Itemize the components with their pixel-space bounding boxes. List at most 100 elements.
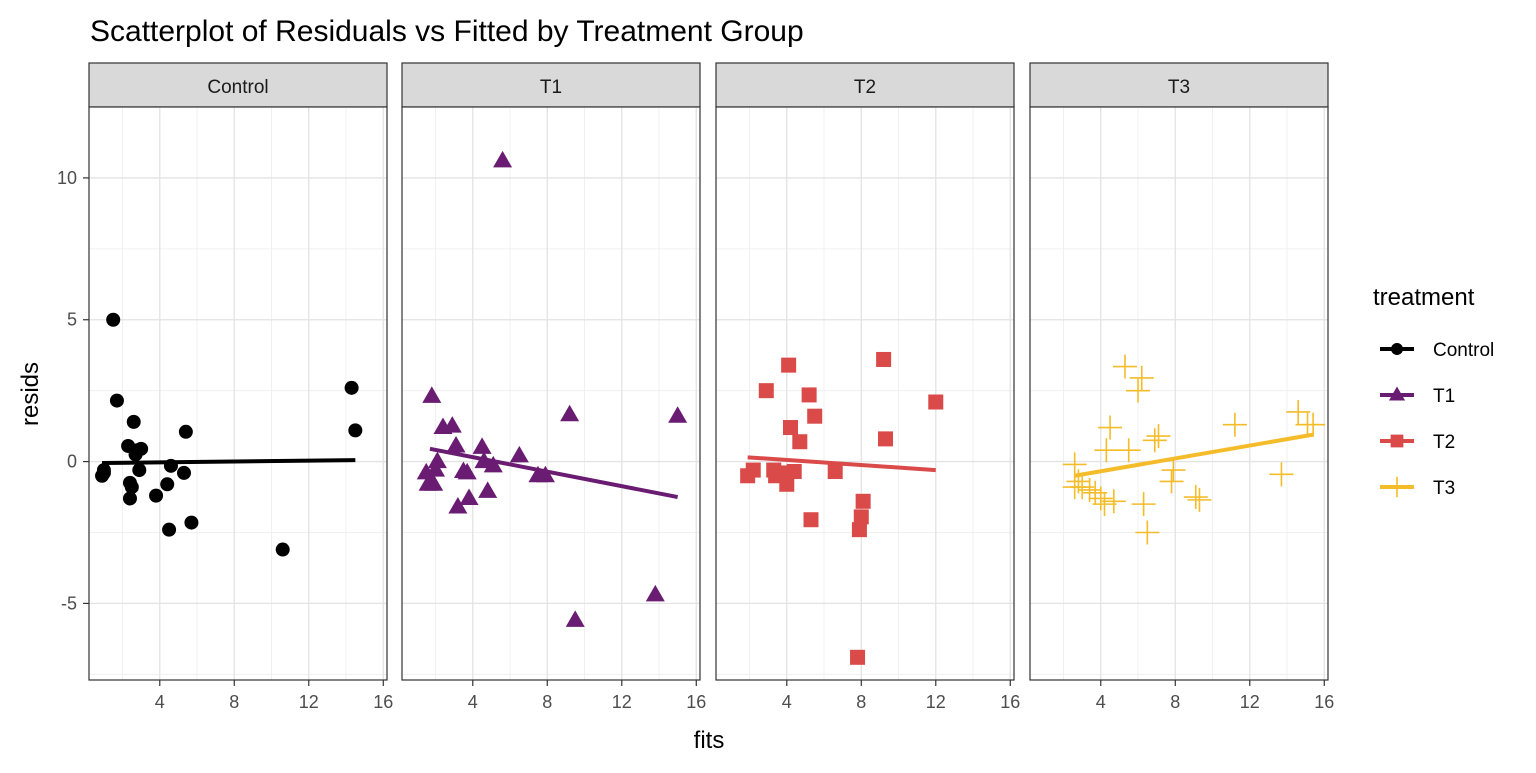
x-tick-label: 12	[612, 692, 632, 712]
legend-label: T3	[1433, 478, 1455, 499]
panel-strip	[401, 62, 701, 108]
x-tick-label: 16	[373, 692, 393, 712]
legend-key-marker	[1390, 434, 1404, 448]
x-tick-label: 8	[542, 692, 552, 712]
data-point	[442, 416, 462, 433]
legend-label: T2	[1433, 432, 1455, 453]
data-point	[275, 542, 290, 557]
data-point	[493, 150, 513, 168]
data-point	[876, 351, 892, 367]
data-point	[803, 512, 819, 528]
data-point	[96, 463, 111, 478]
panel-t3: T3 4 8 12 16	[1029, 62, 1334, 712]
legend-label: T1	[1433, 386, 1455, 407]
panel-t2: T2 4 8 12 16	[715, 62, 1020, 712]
data-point	[560, 404, 580, 422]
data-point	[786, 464, 802, 480]
x-tick-label: 4	[468, 692, 478, 712]
facet-panels: Control 4 8 12 16 -5 0 5 10 T1 4 8 12 16 T2 4 8 12 16 T3 4 8 1…	[57, 62, 1334, 712]
data-point	[1286, 399, 1311, 424]
panel-background	[89, 107, 387, 680]
data-point	[1094, 438, 1119, 463]
data-point	[1135, 520, 1160, 545]
x-tick-label: 12	[1240, 692, 1260, 712]
y-tick-label: -5	[61, 593, 77, 613]
data-point	[422, 386, 442, 403]
data-point	[853, 509, 869, 525]
data-point	[801, 387, 817, 403]
fit-line	[102, 458, 356, 465]
fit-line	[429, 446, 679, 500]
data-point	[132, 463, 147, 478]
data-point	[124, 480, 139, 495]
y-axis-title: resids	[17, 362, 44, 426]
data-point	[426, 460, 446, 477]
panel-strip-label: T1	[540, 77, 562, 98]
data-point	[176, 465, 191, 480]
x-tick-label: 12	[926, 692, 946, 712]
data-point	[448, 496, 468, 514]
x-tick-label: 12	[299, 692, 319, 712]
data-point	[928, 394, 944, 410]
data-point	[1101, 489, 1126, 514]
legend-label: Control	[1433, 340, 1494, 361]
panel-strip-label: Control	[207, 77, 268, 98]
data-point	[851, 522, 867, 538]
data-point	[781, 357, 797, 373]
data-point	[472, 437, 492, 454]
x-tick-label: 8	[229, 692, 239, 712]
data-point	[1269, 462, 1294, 487]
data-point	[184, 515, 199, 530]
data-point	[565, 610, 585, 627]
panel-strip	[715, 62, 1015, 108]
panel-border	[715, 106, 1015, 681]
data-point	[1092, 492, 1117, 517]
chart-title: Scatterplot of Residuals vs Fitted by Tr…	[90, 15, 804, 48]
data-point	[1062, 452, 1087, 477]
x-tick-label: 16	[686, 692, 706, 712]
panel-strip	[88, 62, 388, 108]
data-point	[535, 465, 555, 483]
panel-control: Control 4 8 12 16 -5 0 5 10	[57, 62, 393, 712]
data-point	[149, 488, 164, 503]
legend-item-t3: T3	[1380, 476, 1455, 499]
data-point	[827, 464, 843, 480]
panel-strip	[1029, 62, 1329, 108]
data-point	[1161, 458, 1186, 483]
data-point	[348, 423, 363, 438]
data-point	[109, 393, 124, 408]
legend-title: treatment	[1373, 284, 1475, 311]
y-tick-label: 5	[67, 310, 77, 330]
data-point	[1098, 415, 1123, 440]
data-point	[1301, 412, 1326, 437]
data-point	[509, 445, 529, 463]
data-point	[792, 434, 808, 450]
data-point	[106, 312, 121, 327]
panel-strip-label: T3	[1168, 77, 1190, 98]
legend-item-t1: T1	[1380, 386, 1455, 407]
data-point	[457, 462, 477, 480]
data-point	[1183, 485, 1208, 510]
data-point	[446, 435, 466, 453]
y-tick-label: 10	[57, 168, 77, 188]
data-point	[344, 380, 359, 395]
x-tick-label: 8	[1170, 692, 1180, 712]
data-point	[1083, 480, 1108, 505]
panel-t1: T1 4 8 12 16	[401, 62, 706, 712]
data-point	[424, 474, 444, 491]
data-point	[745, 462, 761, 478]
panel-background	[402, 107, 700, 680]
data-point	[160, 477, 175, 492]
data-point	[126, 414, 141, 429]
legend-item-control: Control	[1380, 340, 1494, 361]
data-point	[779, 476, 795, 492]
fit-line	[747, 455, 936, 473]
data-point	[427, 451, 447, 469]
x-tick-label: 16	[1000, 692, 1020, 712]
panel-border	[88, 106, 388, 681]
data-point	[855, 493, 871, 509]
x-tick-label: 8	[856, 692, 866, 712]
panel-border	[1029, 106, 1329, 681]
